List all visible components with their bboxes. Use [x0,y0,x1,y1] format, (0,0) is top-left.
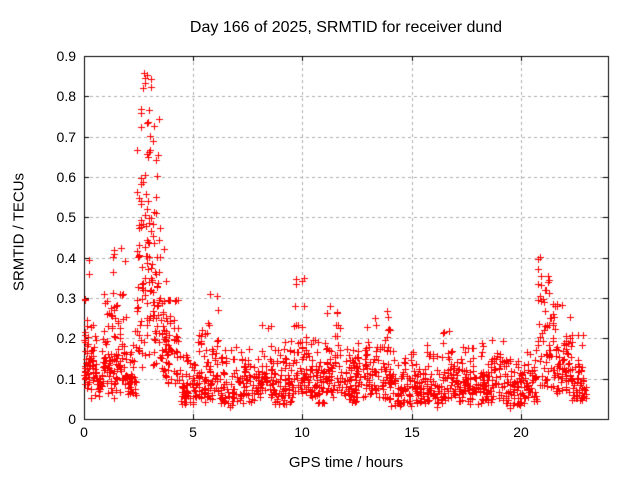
y-tick-label: 0.6 [56,169,76,185]
y-tick-label: 0 [68,411,76,427]
y-tick-label: 0.2 [56,330,76,346]
y-tick-label: 0.9 [56,48,76,64]
x-tick-label: 10 [294,424,310,440]
y-tick-label: 0.7 [56,129,76,145]
y-axis-label: SRMTID / TECUs [10,172,28,292]
x-tick-label: 5 [189,424,197,440]
y-tick-label: 0.3 [56,290,76,306]
y-tick-label: 0.5 [56,209,76,225]
y-tick-label: 0.4 [56,250,76,266]
x-tick-label: 0 [80,424,88,440]
x-axis-label: GPS time / hours [288,454,404,471]
x-tick-label: 15 [404,424,420,440]
y-tick-label: 0.1 [56,371,76,387]
y-tick-label: 0.8 [56,88,76,104]
x-tick-label: 20 [513,424,529,440]
chart-title: Day 166 of 2025, SRMTID for receiver dun… [189,19,503,36]
